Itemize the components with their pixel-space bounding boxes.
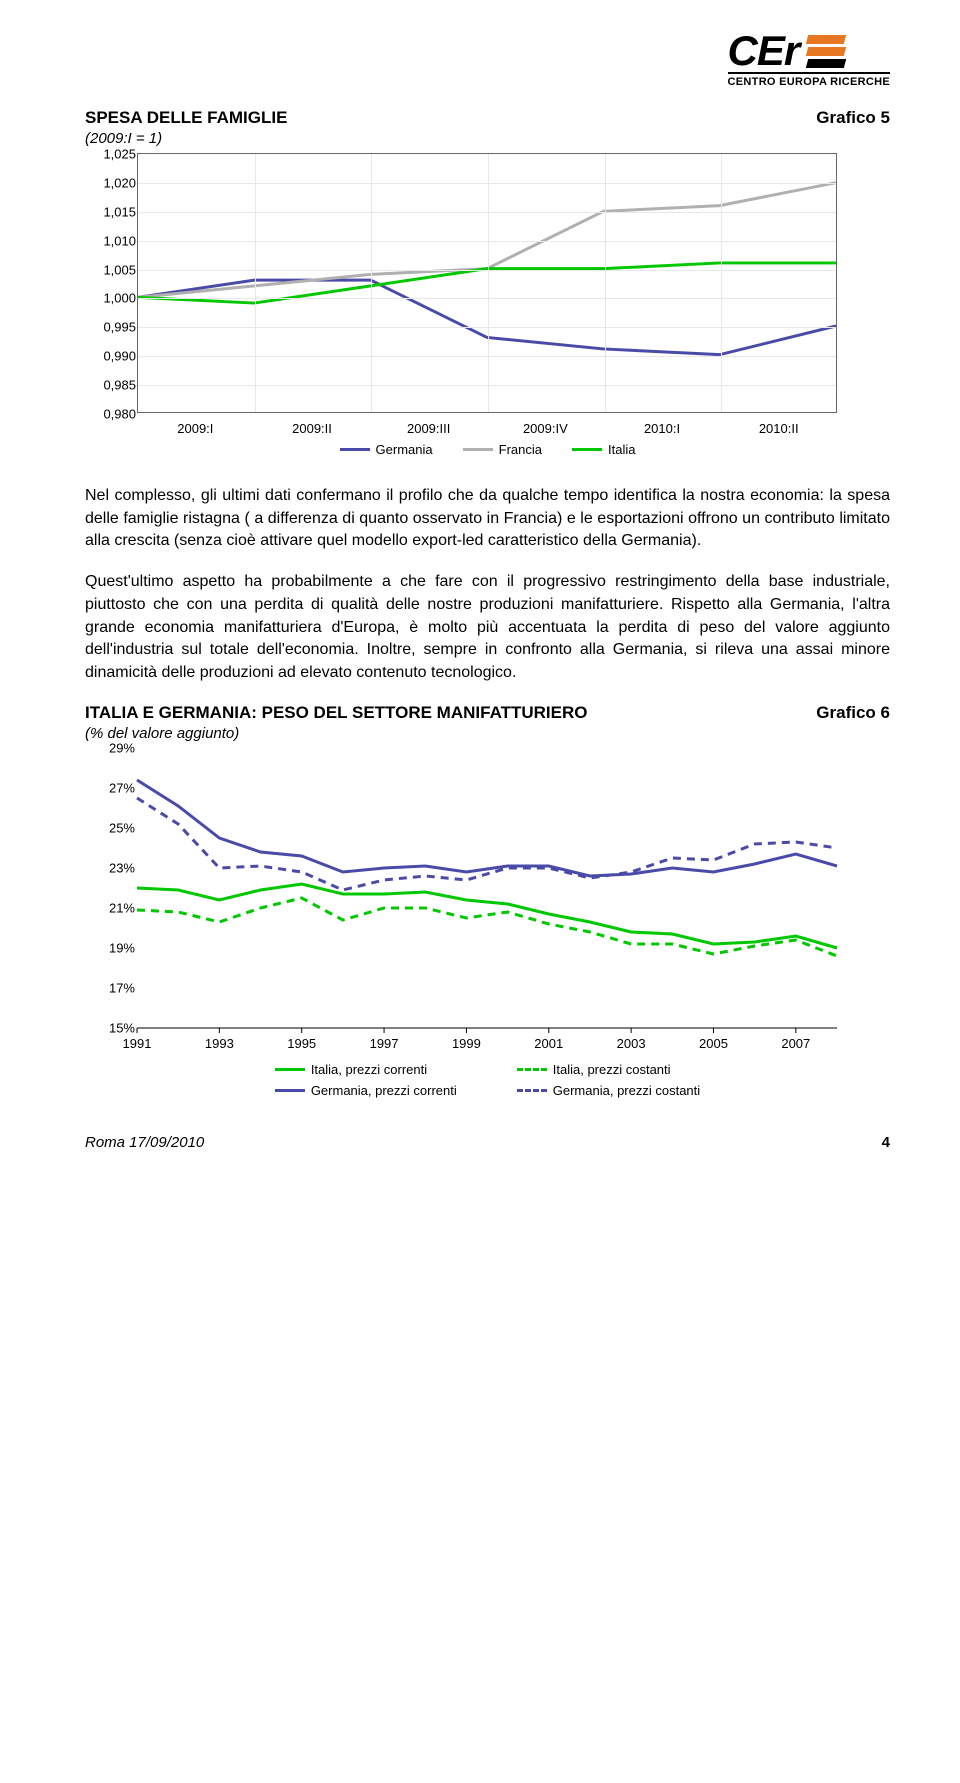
y-tick-label: 21% xyxy=(85,900,135,915)
legend-item: Italia, prezzi costanti xyxy=(517,1062,700,1077)
x-tick-label: 2010:II xyxy=(720,421,837,436)
logo-bar-icon xyxy=(806,35,846,44)
chart5-subtitle: (2009:I = 1) xyxy=(85,130,890,147)
legend-item: Germania, prezzi costanti xyxy=(517,1083,700,1098)
y-tick-label: 15% xyxy=(85,1020,135,1035)
legend-item: Germania, prezzi correnti xyxy=(275,1083,457,1098)
x-tick-label: 2001 xyxy=(534,1036,563,1051)
chart5-plot-area: 0,9800,9850,9900,9951,0001,0051,0101,015… xyxy=(137,153,837,413)
chart5-label: Grafico 5 xyxy=(816,108,890,128)
chart5-title: SPESA DELLE FAMIGLIE xyxy=(85,108,287,128)
x-tick-label: 1999 xyxy=(452,1036,481,1051)
paragraph-2: Quest'ultimo aspetto ha probabilmente a … xyxy=(85,571,890,685)
y-tick-label: 25% xyxy=(85,820,135,835)
x-tick-label: 2009:III xyxy=(370,421,487,436)
x-tick-label: 2003 xyxy=(617,1036,646,1051)
y-tick-label: 1,000 xyxy=(86,291,136,306)
legend-item: Germania xyxy=(340,442,433,457)
chart6-x-axis: 199119931995199719992001200320052007 xyxy=(137,1036,837,1056)
y-tick-label: 29% xyxy=(85,740,135,755)
y-tick-label: 1,020 xyxy=(86,175,136,190)
chart5-legend: Germania Francia Italia xyxy=(85,442,890,457)
paragraph-1: Nel complesso, gli ultimi dati conferman… xyxy=(85,485,890,553)
header-logo: CEr CENTRO EUROPA RICERCHE xyxy=(85,30,890,88)
logo-text: CEr xyxy=(728,30,800,72)
y-tick-label: 1,025 xyxy=(86,147,136,162)
chart5-title-row: SPESA DELLE FAMIGLIE Grafico 5 xyxy=(85,108,890,128)
x-tick-label: 2009:I xyxy=(137,421,254,436)
legend-item: Italia xyxy=(572,442,635,457)
y-tick-label: 0,985 xyxy=(86,378,136,393)
chart6-plot-area: 15%17%19%21%23%25%27%29% xyxy=(137,748,837,1028)
y-tick-label: 0,980 xyxy=(86,407,136,422)
legend-item: Italia, prezzi correnti xyxy=(275,1062,457,1077)
chart6-title-row: ITALIA E GERMANIA: PESO DEL SETTORE MANI… xyxy=(85,703,890,723)
y-tick-label: 0,990 xyxy=(86,349,136,364)
chart6-subtitle: (% del valore aggiunto) xyxy=(85,725,890,742)
y-tick-label: 19% xyxy=(85,940,135,955)
chart6-legend: Italia, prezzi correnti Germania, prezzi … xyxy=(85,1062,890,1098)
legend-item: Francia xyxy=(463,442,542,457)
logo-bar-icon xyxy=(806,59,846,68)
chart6-label: Grafico 6 xyxy=(816,703,890,723)
y-tick-label: 27% xyxy=(85,780,135,795)
y-tick-label: 1,010 xyxy=(86,233,136,248)
chart5-x-axis: 2009:I2009:II2009:III2009:IV2010:I2010:I… xyxy=(137,421,837,436)
page-footer: Roma 17/09/2010 4 xyxy=(85,1134,890,1151)
y-tick-label: 17% xyxy=(85,980,135,995)
x-tick-label: 2010:I xyxy=(604,421,721,436)
footer-date: Roma 17/09/2010 xyxy=(85,1134,204,1151)
x-tick-label: 2007 xyxy=(781,1036,810,1051)
y-tick-label: 1,005 xyxy=(86,262,136,277)
y-tick-label: 23% xyxy=(85,860,135,875)
logo-bar-icon xyxy=(806,47,846,56)
x-tick-label: 1995 xyxy=(287,1036,316,1051)
logo-subtitle: CENTRO EUROPA RICERCHE xyxy=(728,72,890,88)
y-tick-label: 0,995 xyxy=(86,320,136,335)
x-tick-label: 1993 xyxy=(205,1036,234,1051)
footer-page-number: 4 xyxy=(882,1134,890,1151)
x-tick-label: 1997 xyxy=(370,1036,399,1051)
chart6-title: ITALIA E GERMANIA: PESO DEL SETTORE MANI… xyxy=(85,703,587,723)
x-tick-label: 2005 xyxy=(699,1036,728,1051)
y-tick-label: 1,015 xyxy=(86,204,136,219)
x-tick-label: 1991 xyxy=(123,1036,152,1051)
x-tick-label: 2009:IV xyxy=(487,421,604,436)
x-tick-label: 2009:II xyxy=(254,421,371,436)
